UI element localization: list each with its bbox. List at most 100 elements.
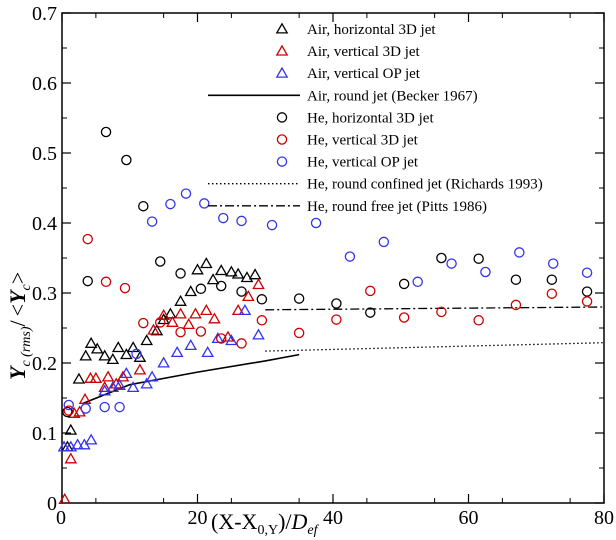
legend-label: He, horizontal 3D jet <box>307 110 434 126</box>
legend-label: He, vertical OP jet <box>307 155 419 171</box>
legend-item-air-round-jet-becker-1967: Air, round jet (Becker 1967) <box>208 88 478 104</box>
he-vertical-3d-jet-point <box>510 299 522 311</box>
y-tick-label: 0 <box>47 493 57 515</box>
air-horizontal-3d-jet-point <box>191 263 204 275</box>
air-vertical-3d-jet-point <box>252 278 265 290</box>
he-horizontal-3d-jet-series <box>62 126 593 418</box>
he-vertical-op-jet-point <box>581 267 593 278</box>
he-horizontal-3d-jet-point <box>175 268 186 279</box>
x-axis-label: (X-X0,Y)/Def <box>211 509 320 538</box>
he-vertical-3d-jet-point <box>175 326 186 338</box>
he-horizontal-3d-jet-point <box>510 274 522 285</box>
air-round-jet-becker-1967-line <box>82 353 300 405</box>
he-vertical-3d-jet-point <box>82 233 93 245</box>
air-horizontal-3d-jet-point <box>184 285 198 297</box>
air-vertical-op-jet-point <box>184 338 198 351</box>
y-tick-label: 0.7 <box>32 3 57 25</box>
he-horizontal-3d-jet-point <box>473 253 484 264</box>
air-horizontal-3d-jet-point <box>206 273 220 285</box>
reference-curves <box>82 306 605 405</box>
he-vertical-op-jet-point <box>217 212 229 224</box>
he-horizontal-3d-jet-point <box>62 406 73 418</box>
air-horizontal-3d-jet-point <box>164 307 177 319</box>
legend-swatch <box>275 44 289 56</box>
air-horizontal-3d-jet-point <box>174 294 187 306</box>
plot-frame <box>61 12 605 504</box>
air-vertical-op-jet-point <box>113 378 126 390</box>
air-vertical-3d-jet-point <box>89 371 103 383</box>
he-vertical-op-jet-point <box>547 258 559 269</box>
legend-swatch <box>275 22 289 34</box>
legend-swatch <box>275 66 289 78</box>
air-vertical-op-jet-point <box>201 345 214 358</box>
legend-label: Air, vertical 3D jet <box>307 44 421 60</box>
he-vertical-3d-jet-point <box>63 405 75 416</box>
he-horizontal-3d-jet-point <box>82 275 93 287</box>
air-horizontal-3d-jet-series <box>61 257 262 452</box>
air-horizontal-3d-jet-point <box>72 372 86 384</box>
he-horizontal-3d-jet-point <box>546 274 558 285</box>
he-horizontal-3d-jet-point <box>121 154 132 166</box>
air-vertical-3d-jet-point <box>208 312 221 324</box>
legend-label: He, vertical 3D jet <box>307 133 419 149</box>
y-axis-label: Yc (rms)/<Yc> <box>5 272 34 380</box>
he-horizontal-3d-jet-point <box>436 252 447 264</box>
y-tick-label: 0.6 <box>32 73 57 95</box>
he-vertical-op-jet-point <box>310 217 322 229</box>
legend-label: Air, round jet (Becker 1967) <box>307 88 478 104</box>
he-horizontal-3d-jet-point <box>100 126 112 138</box>
air-horizontal-3d-jet-point <box>248 268 262 280</box>
he-horizontal-3d-jet-point <box>256 294 268 305</box>
air-horizontal-3d-jet-point <box>225 265 238 277</box>
he-vertical-op-jet-point <box>378 236 390 248</box>
air-vertical-3d-jet-point <box>182 317 196 330</box>
legend-item-he-horizontal-3d-jet: He, horizontal 3D jet <box>276 110 434 126</box>
he-vertical-3d-jet-point <box>215 333 227 344</box>
air-horizontal-3d-jet-point <box>90 342 104 354</box>
he-vertical-op-jet-point <box>114 401 125 413</box>
air-vertical-3d-jet-point <box>116 370 130 382</box>
he-vertical-3d-jet-point <box>195 326 207 337</box>
air-horizontal-3d-jet-point <box>150 324 164 336</box>
air-vertical-op-jet-point <box>57 440 71 452</box>
y-tick-label: 0.2 <box>32 353 57 375</box>
y-tick-label: 0.4 <box>32 213 57 235</box>
he-vertical-op-jet-point <box>199 198 210 209</box>
axis-ticks <box>61 12 605 504</box>
x-tick-label: 20 <box>188 507 208 529</box>
he-vertical-3d-jet-point <box>236 338 247 349</box>
legend-label: Air, horizontal 3D jet <box>307 22 436 38</box>
y-tick-label: 0.5 <box>32 143 57 165</box>
legend-item-air-vertical-op-jet: Air, vertical OP jet <box>275 66 421 82</box>
legend-label: He, round free jet (Pitts 1986) <box>307 199 487 215</box>
air-horizontal-3d-jet-point <box>140 334 154 346</box>
air-vertical-3d-jet-point <box>174 307 187 319</box>
air-vertical-op-jet-point <box>238 303 252 316</box>
he-vertical-op-jet-point <box>80 403 91 414</box>
air-vertical-op-jet-point <box>252 328 265 340</box>
air-vertical-3d-jet-series <box>58 278 265 505</box>
legend-item-he-vertical-op-jet: He, vertical OP jet <box>276 155 419 171</box>
air-horizontal-3d-jet-point <box>79 349 93 361</box>
he-vertical-op-jet-point <box>514 247 525 258</box>
air-horizontal-3d-jet-point <box>133 350 147 362</box>
air-vertical-3d-jet-point <box>199 303 213 316</box>
legend-item-he-round-confined-jet-richards-1993: He, round confined jet (Richards 1993) <box>208 177 543 193</box>
air-horizontal-3d-jet-point <box>106 352 120 365</box>
he-horizontal-3d-jet-point <box>195 283 207 295</box>
plot-border <box>61 12 605 504</box>
legend-item-air-vertical-3d-jet: Air, vertical 3D jet <box>275 44 421 60</box>
air-vertical-op-jet-point <box>140 377 154 389</box>
air-horizontal-3d-jet-point <box>214 264 228 276</box>
air-vertical-3d-jet-point <box>98 380 112 393</box>
air-horizontal-3d-jet-point <box>111 341 125 353</box>
he-vertical-op-jet-point <box>165 198 176 210</box>
air-vertical-3d-jet-point <box>84 371 97 383</box>
x-tick-label: 0 <box>56 507 66 529</box>
he-vertical-3d-jet-series <box>63 233 593 416</box>
he-round-free-jet-pitts-1986-line <box>265 306 605 311</box>
he-horizontal-3d-jet-point <box>331 298 342 309</box>
he-horizontal-3d-jet-point <box>293 293 305 304</box>
legend-swatch <box>276 156 288 167</box>
he-horizontal-3d-jet-point <box>236 286 247 297</box>
